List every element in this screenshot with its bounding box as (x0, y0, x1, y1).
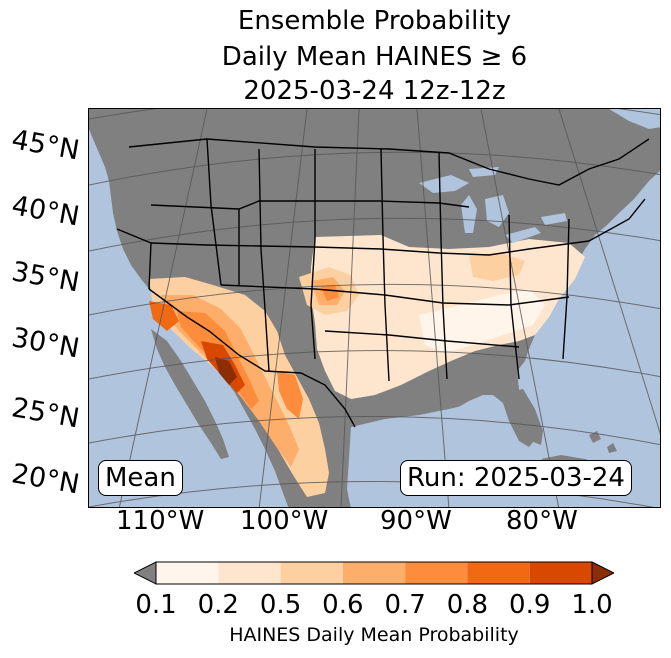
lon-label-80w: 80°W (506, 506, 578, 536)
lat-label-35n: 35°N (9, 256, 82, 299)
colorbar-tick-label: 0.5 (259, 590, 302, 620)
colorbar-over-arrow (591, 561, 614, 585)
colorbar-segment (529, 562, 592, 584)
great-lakes (419, 167, 567, 243)
land-baja-california (151, 329, 229, 459)
lat-label-25n: 25°N (9, 392, 82, 435)
lat-label-20n: 20°N (9, 458, 82, 501)
title-line-2: Daily Mean HAINES ≥ 6 (221, 42, 528, 72)
colorbar-under-arrow (134, 561, 157, 585)
graticule (89, 109, 660, 507)
colorbar-outline (155, 561, 593, 585)
gulf-of-mexico (347, 401, 501, 507)
colorbar-segment (467, 562, 530, 584)
political-borders (116, 138, 650, 428)
lat-label-45n: 45°N (9, 124, 82, 167)
colorbar-segment (156, 562, 219, 584)
colorbar-segment (405, 562, 468, 584)
colorbar-tick-label: 0.1 (135, 590, 177, 620)
title-line-1: Ensemble Probability (237, 6, 512, 36)
colorbar-tick-label: 1.0 (571, 590, 613, 620)
colorbar (134, 561, 614, 585)
colorbar-segment (342, 562, 406, 584)
lat-label-40n: 40°N (9, 190, 82, 233)
colorbar-tick-label: 0.7 (384, 590, 426, 620)
lon-label-90w: 90°W (380, 506, 452, 536)
colorbar-tick-label: 0.6 (322, 590, 364, 620)
colorbar-tick-label: 0.2 (197, 590, 239, 620)
run-date-box: Run: 2025-03-24 (400, 460, 632, 496)
probability-shading (149, 235, 585, 497)
colorbar-segment (218, 562, 281, 584)
lon-label-100w: 100°W (240, 506, 329, 536)
probability-map (89, 109, 660, 507)
colorbar-segment (280, 562, 343, 584)
map-panel (88, 108, 661, 508)
land-florida (497, 389, 543, 445)
mean-label-box: Mean (98, 460, 183, 496)
title-line-3: 2025-03-24 12z-12z (243, 76, 506, 106)
colorbar-tick-label: 0.8 (446, 590, 489, 620)
colorbar-label: HAINES Daily Mean Probability (229, 624, 519, 646)
colorbar-tick-label: 0.9 (509, 590, 551, 620)
lon-label-110w: 110°W (116, 506, 205, 536)
land-bahamas (589, 431, 617, 453)
lat-label-30n: 30°N (9, 322, 82, 365)
